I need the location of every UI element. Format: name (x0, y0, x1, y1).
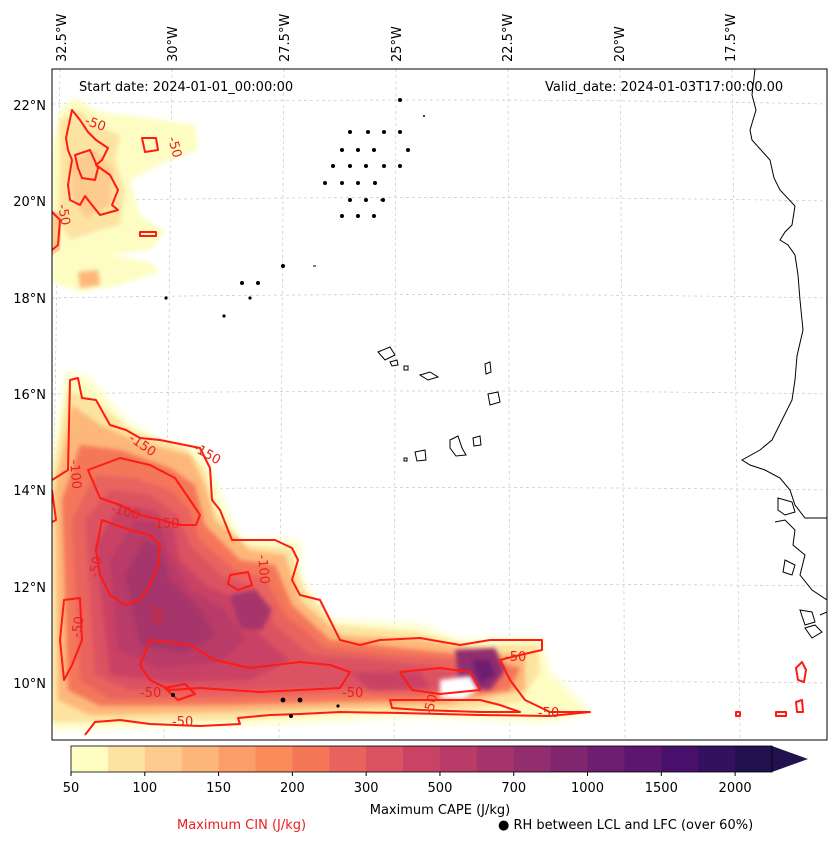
colorbar-segment (71, 746, 109, 772)
start-date-text: Start date: 2024-01-01_00:00:00 (79, 80, 293, 95)
longitude-labels: 32.5°W 30°W 27.5°W 25°W 22.5°W 20°W 17.5… (55, 14, 739, 62)
colorbar-segment (403, 746, 441, 772)
colorbar-segment (476, 746, 515, 772)
valid-date-text: Valid_date: 2024-01-03T17:00:00.00 (545, 80, 783, 95)
coastlines (313, 69, 827, 639)
colorbar-segment (366, 746, 404, 772)
lat-label: 16°N (13, 388, 46, 403)
colorbar-ticks: 50 100 150 200 300 500 700 1000 1500 2000 (63, 772, 752, 796)
lon-label: 20°W (613, 26, 628, 62)
rh-dot-icon: ● (498, 818, 510, 833)
cin-label: -50 (146, 603, 164, 627)
colorbar-segments (71, 746, 773, 772)
cin-label: -150 (150, 517, 180, 532)
colorbar-segment (329, 746, 367, 772)
rh-dots (164, 98, 425, 718)
colorbar-segment (107, 746, 146, 772)
colorbar-tick-label: 300 (354, 781, 379, 796)
lat-label: 12°N (13, 581, 46, 596)
cin-legend-label: Maximum CIN (J/kg) (177, 818, 307, 833)
lat-label: 18°N (13, 292, 46, 307)
lon-label: 30°W (166, 26, 181, 62)
cin-label: -50 (505, 650, 526, 665)
cin-label: -50 (69, 615, 87, 639)
colorbar-segment (624, 746, 662, 772)
lon-label: 22.5°W (501, 14, 516, 62)
cin-label: -50 (421, 693, 441, 717)
cin-label: -100 (66, 459, 84, 490)
rh-legend-label: RH between LCL and LFC (over 60%) (513, 818, 754, 833)
lon-label: 32.5°W (55, 14, 70, 62)
cin-label: -50 (538, 706, 559, 721)
colorbar-segment (735, 746, 773, 772)
colorbar-segment (144, 746, 183, 772)
colorbar-frame (70, 745, 773, 773)
colorbar-tick-label: 150 (206, 781, 231, 796)
colorbar-tick-label: 500 (428, 781, 453, 796)
colorbar-extend-arrow (772, 746, 808, 772)
colorbar-segment (698, 746, 736, 772)
map-frame (51, 68, 828, 741)
colorbar-tick-label: 2000 (719, 781, 752, 796)
cape-field-south (52, 372, 590, 730)
cin-label: -50 (83, 114, 108, 135)
colorbar: 50 100 150 200 300 500 700 1000 1500 2000 Maximum… (63, 745, 808, 818)
colorbar-tick-label: 200 (280, 781, 305, 796)
cin-label: -50 (87, 555, 105, 579)
cin-label: -50 (164, 135, 184, 159)
colorbar-segment (661, 746, 699, 772)
lat-label: 22°N (13, 99, 46, 114)
lon-label: 17.5°W (724, 14, 739, 62)
cin-label-group: -50 -50 -50 -100 -150 -150 -100 -150 -50… (54, 114, 559, 730)
colorbar-segment (513, 746, 552, 772)
colorbar-segment (218, 746, 256, 772)
cin-label: -100 (254, 554, 272, 585)
cin-label: -50 (172, 715, 193, 730)
cin-label: -50 (140, 686, 161, 701)
colorbar-tick-label: 1000 (571, 781, 604, 796)
colorbar-label: Maximum CAPE (J/kg) (370, 803, 510, 818)
colorbar-segment (255, 746, 293, 772)
cin-label: -100 (109, 501, 141, 523)
latitude-labels: 22°N 20°N 18°N 16°N 14°N 12°N 10°N (13, 99, 46, 692)
cin-label: -50 (342, 686, 363, 701)
colorbar-tick-label: 700 (501, 781, 526, 796)
colorbar-tick-label: 100 (132, 781, 157, 796)
cin-label: -50 (54, 203, 72, 227)
colorbar-segment (587, 746, 625, 772)
colorbar-segment (550, 746, 589, 772)
lat-label: 10°N (13, 677, 46, 692)
cape-field-north (52, 98, 198, 292)
lon-label: 25°W (390, 26, 405, 62)
colorbar-tick-label: 1500 (645, 781, 678, 796)
colorbar-tick-label: 50 (63, 781, 80, 796)
colorbar-segment (292, 746, 330, 772)
rh-legend: ● RH between LCL and LFC (over 60%) (498, 818, 753, 833)
colorbar-segment (439, 746, 478, 772)
colorbar-segment (181, 746, 220, 772)
lon-label: 27.5°W (278, 14, 293, 62)
lat-label: 20°N (13, 195, 46, 210)
lat-label: 14°N (13, 484, 46, 499)
